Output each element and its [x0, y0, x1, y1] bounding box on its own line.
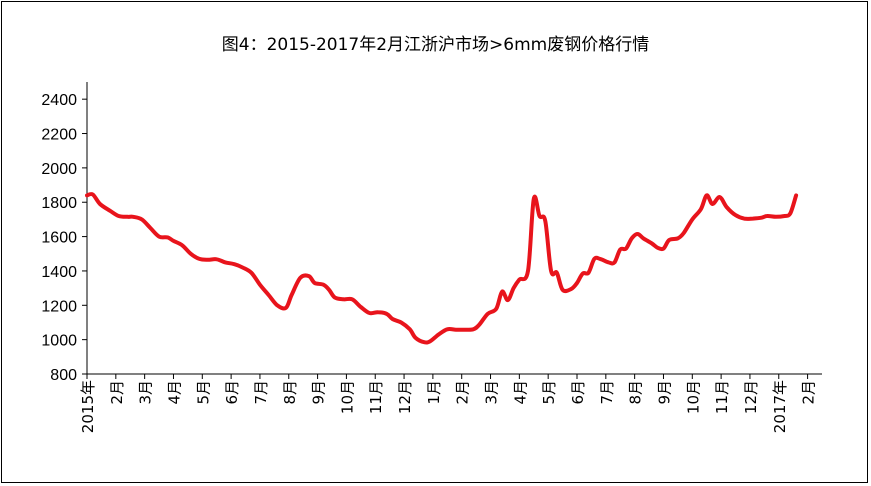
x-tick-label: 6月 [223, 380, 241, 405]
y-axis-ticks: 800 1000 1200 1400 1600 1800 2000 2200 2400 [41, 92, 87, 384]
y-tick-label: 2000 [41, 161, 77, 178]
x-tick-label: 2017年 [771, 380, 789, 433]
x-tick-label: 7月 [252, 380, 270, 405]
y-tick-label: 1600 [41, 230, 77, 247]
x-tick-label: 9月 [310, 380, 328, 405]
x-tick-label: 10月 [684, 380, 702, 414]
series-group [85, 192, 799, 345]
x-tick-label: 2月 [108, 380, 126, 405]
x-tick-label: 7月 [598, 380, 616, 405]
y-tick-label: 800 [50, 367, 77, 384]
chart-title: 图4：2015-2017年2月江浙沪市场>6mm废钢价格行情 [221, 35, 650, 55]
x-tick-label: 8月 [627, 380, 645, 405]
x-axis-ticks: 2015年 2月 3月 4月 5月 6月 7月 8月 9月 10月 11月 12月 1月 2月 3月 4月 5月… [79, 374, 818, 433]
x-tick-label: 10月 [338, 380, 356, 414]
x-tick-label: 3月 [137, 380, 155, 405]
y-tick-label: 2200 [41, 127, 77, 144]
x-tick-label: 9月 [655, 380, 673, 405]
series-line-0 [85, 192, 799, 345]
y-tick-label: 1000 [41, 333, 77, 350]
x-tick-label: 8月 [281, 380, 299, 405]
y-tick-label: 2400 [41, 92, 77, 109]
y-tick-label: 1800 [41, 195, 77, 212]
x-tick-label: 5月 [194, 380, 212, 405]
x-tick-label: 12月 [396, 380, 414, 414]
axes [86, 82, 822, 375]
x-tick-label: 2月 [800, 380, 818, 405]
x-tick-label: 5月 [540, 380, 558, 405]
x-tick-label: 1月 [425, 380, 443, 405]
x-tick-label: 11月 [367, 380, 385, 414]
x-tick-label: 3月 [483, 380, 501, 405]
x-tick-label: 2015年 [79, 380, 97, 433]
y-tick-label: 1200 [41, 298, 77, 315]
y-tick-label: 1400 [41, 264, 77, 281]
x-tick-label: 4月 [511, 380, 529, 405]
x-tick-label: 2月 [454, 380, 472, 405]
x-tick-label: 6月 [569, 380, 587, 405]
x-tick-label: 12月 [742, 380, 760, 414]
x-tick-label: 11月 [713, 380, 731, 414]
x-tick-label: 4月 [165, 380, 183, 405]
